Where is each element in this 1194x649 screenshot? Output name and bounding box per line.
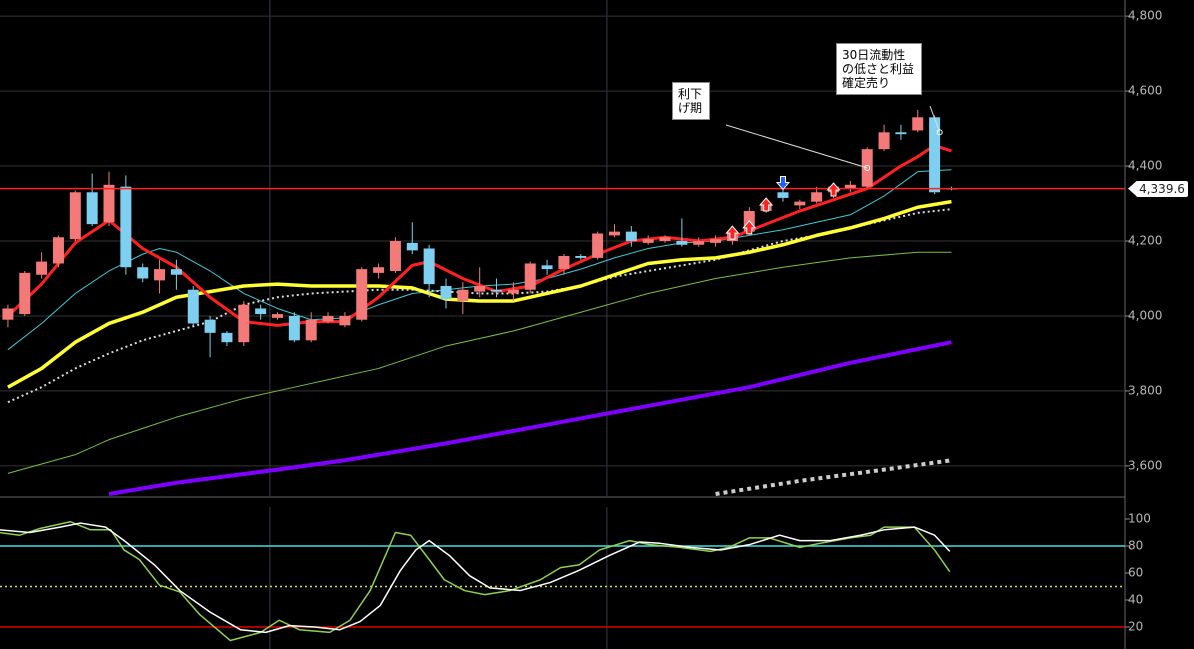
candle-body bbox=[339, 315, 351, 326]
candle-body bbox=[895, 132, 907, 135]
candle-body bbox=[52, 237, 64, 264]
y-tick-label: 4,400 bbox=[1128, 159, 1162, 173]
y-tick-label: 3,800 bbox=[1128, 383, 1162, 397]
price-label: 4,339.6 bbox=[1136, 180, 1188, 197]
candle-body bbox=[204, 319, 216, 333]
candle-body bbox=[373, 267, 385, 273]
line bbox=[7, 169, 952, 351]
candle-body bbox=[844, 184, 856, 189]
candle-body bbox=[710, 239, 722, 243]
candle-body bbox=[103, 184, 115, 223]
candle-body bbox=[777, 192, 789, 198]
annotation: 30日流動性の低さと利益確定売り bbox=[836, 43, 922, 95]
candle-body bbox=[187, 289, 199, 324]
signal-arrow bbox=[775, 176, 791, 191]
candle-body bbox=[524, 263, 536, 290]
candle-body bbox=[36, 261, 48, 275]
candle-body bbox=[86, 192, 98, 225]
candle-body bbox=[794, 201, 806, 206]
candle-body bbox=[878, 132, 890, 150]
candle-body bbox=[238, 304, 250, 343]
line bbox=[715, 458, 952, 496]
y-tick-label: 4,800 bbox=[1128, 9, 1162, 23]
candle-body bbox=[137, 267, 149, 279]
y-tick-label: 100 bbox=[1128, 512, 1151, 526]
annotation: 利下げ期 bbox=[672, 82, 710, 120]
y-tick-label: 40 bbox=[1128, 593, 1143, 607]
candle-body bbox=[154, 269, 166, 281]
y-tick-label: 4,600 bbox=[1128, 84, 1162, 98]
line bbox=[7, 199, 952, 389]
candle-body bbox=[676, 241, 688, 245]
signal-arrow bbox=[742, 220, 757, 235]
signal-arrow bbox=[826, 182, 841, 197]
candle-body bbox=[929, 117, 941, 193]
annotation-anchor bbox=[936, 129, 943, 136]
candle-body bbox=[356, 269, 368, 320]
line bbox=[0, 522, 951, 634]
candle-body bbox=[811, 192, 823, 202]
y-tick-label: 4,000 bbox=[1128, 308, 1162, 322]
candle-body bbox=[912, 117, 924, 131]
candle-body bbox=[507, 289, 519, 294]
y-tick-label: 4,200 bbox=[1128, 234, 1162, 248]
y-tick-label: 60 bbox=[1128, 566, 1143, 580]
annotation-leader bbox=[929, 105, 941, 133]
candle-body bbox=[221, 332, 233, 343]
candle-body bbox=[558, 255, 570, 270]
candle-body bbox=[592, 233, 604, 258]
line bbox=[0, 520, 951, 642]
candle-body bbox=[457, 289, 469, 301]
line bbox=[6, 143, 952, 327]
candle-body bbox=[255, 308, 267, 315]
annotation-leader bbox=[725, 124, 868, 169]
candle-body bbox=[423, 248, 435, 285]
candle-body bbox=[440, 285, 452, 300]
y-tick-label: 20 bbox=[1128, 619, 1143, 633]
line bbox=[7, 251, 952, 474]
candle-body bbox=[642, 239, 654, 243]
candle-body bbox=[272, 314, 284, 318]
candle-body bbox=[491, 289, 503, 292]
signal-arrow bbox=[725, 225, 740, 240]
candle-body bbox=[608, 231, 620, 236]
candle-body bbox=[541, 265, 553, 270]
candle-body bbox=[322, 315, 334, 322]
signal-arrow bbox=[759, 197, 774, 212]
price-pointer bbox=[1128, 180, 1137, 197]
line bbox=[7, 208, 952, 404]
annotation-anchor bbox=[864, 164, 871, 171]
candle-body bbox=[625, 231, 637, 242]
candle-body bbox=[474, 285, 486, 292]
candle-body bbox=[693, 241, 705, 245]
candle-body bbox=[659, 237, 671, 242]
y-tick-label: 3,600 bbox=[1128, 458, 1162, 472]
candle-body bbox=[575, 255, 587, 258]
y-tick-label: 80 bbox=[1128, 539, 1143, 553]
candle-body bbox=[406, 242, 418, 251]
candle-body bbox=[69, 192, 81, 240]
candle-body bbox=[305, 319, 317, 341]
candle-body bbox=[288, 315, 300, 341]
candle-body bbox=[120, 186, 132, 268]
candle-body bbox=[2, 308, 14, 320]
candle-body bbox=[170, 269, 182, 275]
line bbox=[108, 340, 952, 496]
candle-body bbox=[389, 241, 401, 271]
candle-body bbox=[19, 272, 31, 315]
